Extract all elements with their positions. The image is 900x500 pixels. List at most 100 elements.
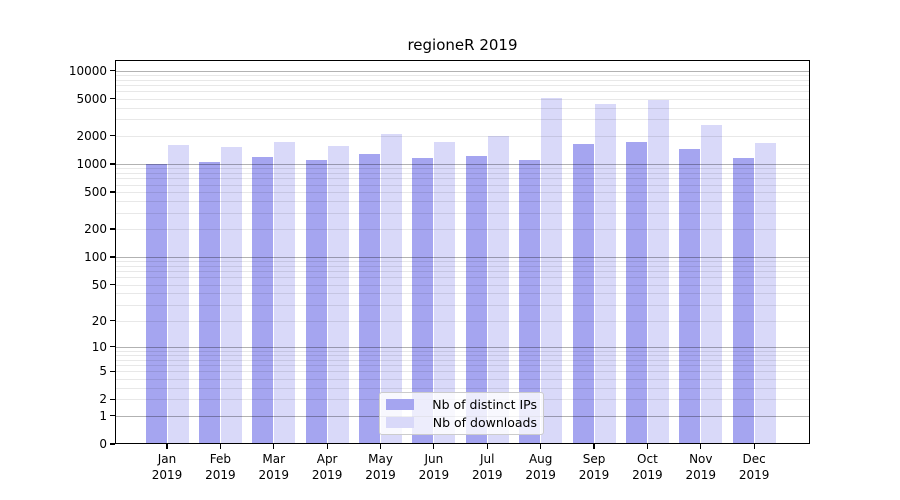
- y-tick-0: [110, 443, 115, 445]
- x-tick-label-apr: Apr 2019: [297, 451, 357, 483]
- x-tick-label-feb: Feb 2019: [190, 451, 250, 483]
- y-tick-5: [110, 370, 115, 372]
- x-tick-label-month: Jan: [157, 452, 177, 466]
- bar-downloads-oct: [647, 100, 669, 444]
- x-tick-label-year: 2019: [632, 468, 663, 482]
- y-gridline-minor-8: [115, 354, 810, 356]
- bar-distinct-ips-dec: [732, 158, 754, 444]
- x-tick-jun: [433, 444, 435, 449]
- y-gridline-major-100: [115, 256, 810, 258]
- y-gridline-minor-5: [115, 371, 810, 373]
- x-tick-label-month: Jun: [424, 452, 444, 466]
- x-tick-label-month: Apr: [316, 452, 338, 466]
- bar-downloads-jan: [167, 145, 189, 444]
- y-gridline-minor-3: [115, 387, 810, 389]
- y-gridline-minor-800: [115, 172, 810, 174]
- y-gridline-minor-6000: [115, 91, 810, 93]
- x-tick-oct: [646, 444, 648, 449]
- y-tick-100: [110, 256, 115, 258]
- x-tick-label-year: 2019: [418, 468, 450, 482]
- x-tick-label-month: May: [368, 452, 393, 466]
- bar-downloads-aug: [541, 98, 563, 444]
- x-tick-label-may: May 2019: [351, 451, 411, 483]
- y-gridline-minor-500: [115, 191, 810, 193]
- x-tick-label-year: 2019: [578, 468, 610, 482]
- x-tick-sep: [593, 444, 595, 449]
- y-tick-2: [110, 398, 115, 401]
- y-gridline-minor-400: [115, 201, 810, 203]
- chart-title: regioneR 2019: [407, 36, 518, 54]
- x-tick-label-jun: Jun 2019: [404, 451, 464, 483]
- x-tick-aug: [540, 444, 542, 449]
- bar-distinct-ips-mar: [252, 156, 274, 444]
- x-tick-feb: [219, 444, 221, 449]
- y-tick-200: [110, 228, 115, 230]
- y-gridline-minor-70: [115, 271, 810, 273]
- x-tick-may: [379, 444, 382, 449]
- legend-label-downloads: Nb of downloads: [432, 415, 537, 431]
- x-tick-label-month: Jul: [480, 452, 495, 466]
- y-gridline-minor-60: [115, 277, 810, 279]
- y-tick-label-20: 20: [91, 313, 107, 328]
- x-tick-label-month: Dec: [742, 452, 766, 466]
- bar-distinct-ips-apr: [305, 160, 327, 444]
- x-tick-label-year: 2019: [525, 468, 556, 482]
- y-gridline-minor-9000: [115, 74, 810, 76]
- y-gridline-minor-7: [115, 359, 810, 361]
- x-tick-label-month: Sep: [582, 452, 606, 466]
- bar-downloads-jul: [487, 136, 509, 444]
- bar-downloads-mar: [274, 141, 296, 444]
- y-tick-50: [110, 284, 115, 286]
- x-tick-label-year: 2019: [258, 468, 290, 482]
- x-tick-label-jan: Jan 2019: [137, 451, 197, 483]
- y-tick-1000: [110, 163, 115, 165]
- bar-downloads-sep: [594, 103, 616, 444]
- x-tick-apr: [326, 444, 328, 449]
- bar-downloads-dec: [754, 142, 776, 444]
- y-tick-label-0: 0: [99, 437, 107, 451]
- y-tick-label-5: 5: [99, 364, 107, 379]
- legend-swatch-distinct-ips-icon: [386, 398, 414, 410]
- y-gridline-minor-4000: [115, 107, 810, 109]
- x-tick-label-month: Feb: [209, 452, 231, 466]
- legend-row-distinct-ips: Nb of distinct IPs: [386, 395, 537, 413]
- legend: Nb of distinct IPs Nb of downloads: [379, 392, 544, 435]
- bar-downloads-may: [381, 134, 403, 444]
- bar-distinct-ips-aug: [519, 160, 541, 444]
- y-tick-1: [110, 415, 115, 417]
- x-tick-label-mar: Mar 2019: [244, 451, 304, 483]
- y-tick-5000: [110, 98, 115, 100]
- bar-distinct-ips-jun: [412, 158, 434, 444]
- x-tick-label-aug: Aug 2019: [511, 451, 571, 483]
- y-gridline-minor-300: [115, 212, 810, 214]
- y-tick-10000: [110, 70, 115, 72]
- y-tick-label-2000: 2000: [76, 128, 107, 143]
- bar-distinct-ips-jul: [465, 155, 487, 444]
- y-gridline-minor-700: [115, 178, 810, 180]
- y-tick-10: [110, 346, 115, 348]
- y-gridline-minor-3000: [115, 119, 810, 121]
- x-tick-label-year: 2019: [311, 468, 343, 482]
- x-tick-label-month: Aug: [528, 452, 553, 466]
- x-tick-label-year: 2019: [685, 468, 717, 482]
- y-gridline-minor-900: [115, 168, 810, 170]
- y-tick-500: [110, 191, 115, 193]
- x-tick-jan: [166, 444, 168, 449]
- y-gridline-minor-20: [115, 320, 810, 322]
- y-gridline-minor-600: [115, 184, 810, 186]
- y-tick-20: [110, 319, 115, 322]
- x-tick-label-month: Nov: [689, 452, 713, 466]
- x-tick-label-year: 2019: [738, 468, 770, 482]
- y-gridline-minor-9: [115, 350, 810, 352]
- x-tick-label-month: Oct: [637, 452, 658, 466]
- y-gridline-minor-200: [115, 229, 810, 231]
- y-gridline-minor-30: [115, 304, 810, 306]
- y-tick-2000: [110, 135, 115, 137]
- y-tick-label-200: 200: [84, 222, 107, 237]
- y-gridline-minor-90: [115, 261, 810, 263]
- y-tick-label-1000: 1000: [76, 156, 107, 171]
- x-tick-label-year: 2019: [151, 468, 183, 482]
- y-gridline-minor-50: [115, 284, 810, 286]
- y-gridline-minor-7000: [115, 85, 810, 87]
